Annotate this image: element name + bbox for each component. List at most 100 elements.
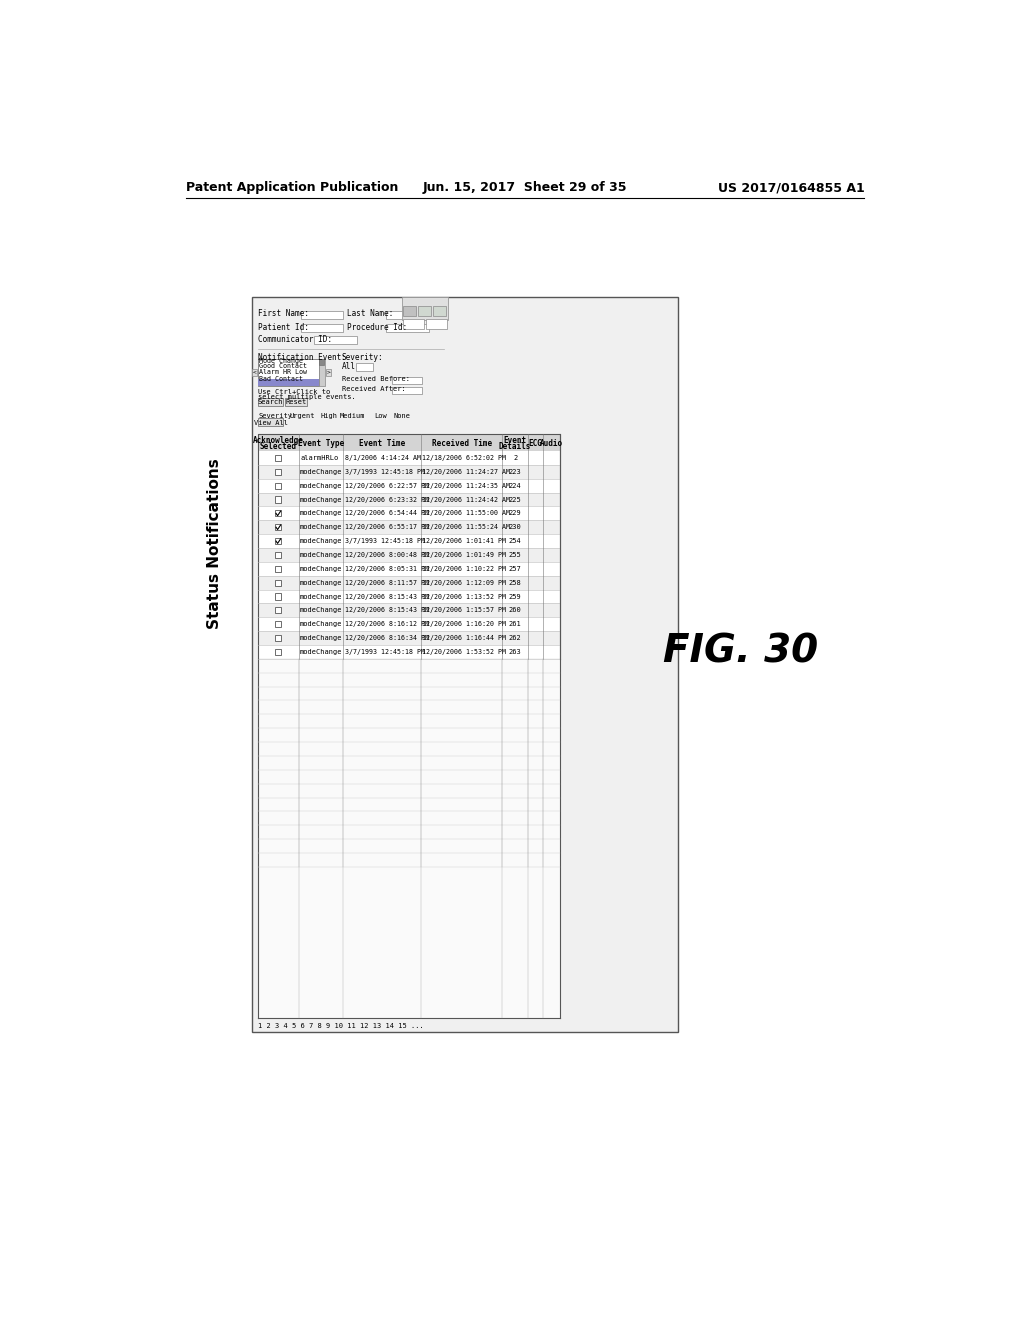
Text: 257: 257 bbox=[509, 566, 521, 572]
Bar bbox=[258, 756, 560, 770]
Text: 3/7/1993 12:45:18 PM: 3/7/1993 12:45:18 PM bbox=[345, 469, 425, 475]
Bar bbox=[418, 306, 431, 317]
Bar bbox=[258, 686, 560, 701]
Bar bbox=[258, 576, 560, 590]
Text: modeChange: modeChange bbox=[300, 622, 343, 627]
Text: US 2017/0164855 A1: US 2017/0164855 A1 bbox=[718, 181, 864, 194]
Text: 12/20/2006 8:15:43 PM: 12/20/2006 8:15:43 PM bbox=[345, 594, 429, 599]
Text: modeChange: modeChange bbox=[300, 579, 343, 586]
Bar bbox=[258, 840, 560, 853]
Bar bbox=[275, 552, 282, 558]
Bar bbox=[258, 520, 560, 535]
Text: 12/20/2006 8:11:57 PM: 12/20/2006 8:11:57 PM bbox=[345, 579, 429, 586]
Text: 12/20/2006 1:16:44 PM: 12/20/2006 1:16:44 PM bbox=[423, 635, 507, 642]
Bar bbox=[258, 535, 560, 548]
Text: View All: View All bbox=[254, 420, 288, 425]
Bar bbox=[275, 524, 282, 531]
Text: 12/20/2006 11:55:00 AM: 12/20/2006 11:55:00 AM bbox=[423, 511, 511, 516]
Bar bbox=[392, 387, 422, 395]
Text: Patient Id:: Patient Id: bbox=[258, 322, 309, 331]
Bar bbox=[286, 397, 307, 407]
Bar bbox=[301, 312, 343, 318]
Text: 12/20/2006 8:05:31 PM: 12/20/2006 8:05:31 PM bbox=[345, 566, 429, 572]
Bar bbox=[275, 579, 282, 586]
Text: 12/20/2006 11:55:24 AM: 12/20/2006 11:55:24 AM bbox=[423, 524, 511, 531]
Text: Use Ctrl+Click to: Use Ctrl+Click to bbox=[258, 388, 331, 395]
Bar bbox=[258, 825, 560, 840]
Text: >: > bbox=[327, 370, 330, 375]
Text: Received After:: Received After: bbox=[342, 387, 406, 392]
Text: modeChange: modeChange bbox=[300, 594, 343, 599]
Text: 12/20/2006 1:10:22 PM: 12/20/2006 1:10:22 PM bbox=[423, 566, 507, 572]
Text: 230: 230 bbox=[509, 524, 521, 531]
Text: FIG. 30: FIG. 30 bbox=[663, 632, 818, 671]
Bar bbox=[356, 363, 373, 371]
Text: 12/20/2006 1:01:49 PM: 12/20/2006 1:01:49 PM bbox=[423, 552, 507, 558]
Text: 260: 260 bbox=[509, 607, 521, 614]
Text: 12/20/2006 8:15:43 PM: 12/20/2006 8:15:43 PM bbox=[345, 607, 429, 614]
Bar bbox=[386, 323, 429, 331]
Text: Reset: Reset bbox=[286, 400, 307, 405]
Text: Details: Details bbox=[499, 442, 531, 451]
Bar bbox=[318, 359, 325, 385]
Bar bbox=[258, 701, 560, 714]
Text: 2: 2 bbox=[513, 455, 517, 461]
Bar bbox=[386, 312, 429, 318]
Bar bbox=[301, 323, 343, 331]
Bar bbox=[426, 319, 447, 330]
Text: 12/20/2006 8:00:48 PM: 12/20/2006 8:00:48 PM bbox=[345, 552, 429, 558]
Text: 8/1/2006 4:14:24 AM: 8/1/2006 4:14:24 AM bbox=[345, 455, 421, 461]
Bar bbox=[258, 479, 560, 492]
Text: <: < bbox=[253, 370, 257, 375]
Text: modeChange: modeChange bbox=[300, 469, 343, 475]
Text: 12/20/2006 1:15:57 PM: 12/20/2006 1:15:57 PM bbox=[423, 607, 507, 614]
Text: Acknowledge: Acknowledge bbox=[253, 436, 304, 445]
Bar bbox=[258, 492, 560, 507]
Text: 223: 223 bbox=[509, 469, 521, 475]
Text: modeChange: modeChange bbox=[300, 552, 343, 558]
Text: modeChange: modeChange bbox=[300, 511, 343, 516]
Bar bbox=[258, 714, 560, 729]
Text: Alarm HR Low: Alarm HR Low bbox=[259, 370, 307, 375]
Text: Bad Contact: Bad Contact bbox=[259, 376, 303, 381]
Text: High: High bbox=[321, 413, 337, 418]
Bar bbox=[403, 319, 424, 330]
Bar bbox=[258, 507, 560, 520]
Bar bbox=[275, 594, 282, 599]
Text: 12/20/2006 1:12:09 PM: 12/20/2006 1:12:09 PM bbox=[423, 579, 507, 586]
Bar bbox=[258, 659, 560, 1019]
Text: Mode Change: Mode Change bbox=[259, 358, 303, 364]
Bar bbox=[258, 742, 560, 756]
Text: 12/20/2006 1:13:52 PM: 12/20/2006 1:13:52 PM bbox=[423, 594, 507, 599]
Text: Communicator ID:: Communicator ID: bbox=[258, 335, 332, 343]
Text: Event Type: Event Type bbox=[298, 438, 344, 447]
Bar bbox=[258, 603, 560, 618]
Text: None: None bbox=[394, 413, 411, 418]
Text: Medium: Medium bbox=[340, 413, 366, 418]
Text: Event Time: Event Time bbox=[359, 438, 406, 447]
Text: Status Notifications: Status Notifications bbox=[207, 458, 222, 628]
Text: 12/20/2006 6:55:17 PM: 12/20/2006 6:55:17 PM bbox=[345, 524, 429, 531]
Text: Urgent: Urgent bbox=[289, 413, 314, 418]
Bar bbox=[401, 297, 449, 321]
Text: 12/20/2006 1:01:41 PM: 12/20/2006 1:01:41 PM bbox=[423, 539, 507, 544]
Text: modeChange: modeChange bbox=[300, 566, 343, 572]
Bar bbox=[275, 511, 282, 516]
Text: modeChange: modeChange bbox=[300, 635, 343, 642]
Text: Low: Low bbox=[375, 413, 387, 418]
Text: 12/20/2006 1:16:20 PM: 12/20/2006 1:16:20 PM bbox=[423, 622, 507, 627]
Bar bbox=[392, 378, 422, 384]
Text: 254: 254 bbox=[509, 539, 521, 544]
Text: modeChange: modeChange bbox=[300, 496, 343, 503]
Bar bbox=[275, 469, 282, 475]
Bar bbox=[258, 784, 560, 797]
Text: 1 2 3 4 5 6 7 8 9 10 11 12 13 14 15 ...: 1 2 3 4 5 6 7 8 9 10 11 12 13 14 15 ... bbox=[258, 1023, 424, 1030]
Bar bbox=[258, 590, 560, 603]
Bar bbox=[252, 297, 678, 1032]
Text: 255: 255 bbox=[509, 552, 521, 558]
Bar bbox=[275, 496, 282, 503]
Text: Severity:: Severity: bbox=[342, 352, 384, 362]
Text: modeChange: modeChange bbox=[300, 607, 343, 614]
Text: 12/20/2006 11:24:35 AM: 12/20/2006 11:24:35 AM bbox=[423, 483, 511, 488]
Bar bbox=[275, 607, 282, 614]
